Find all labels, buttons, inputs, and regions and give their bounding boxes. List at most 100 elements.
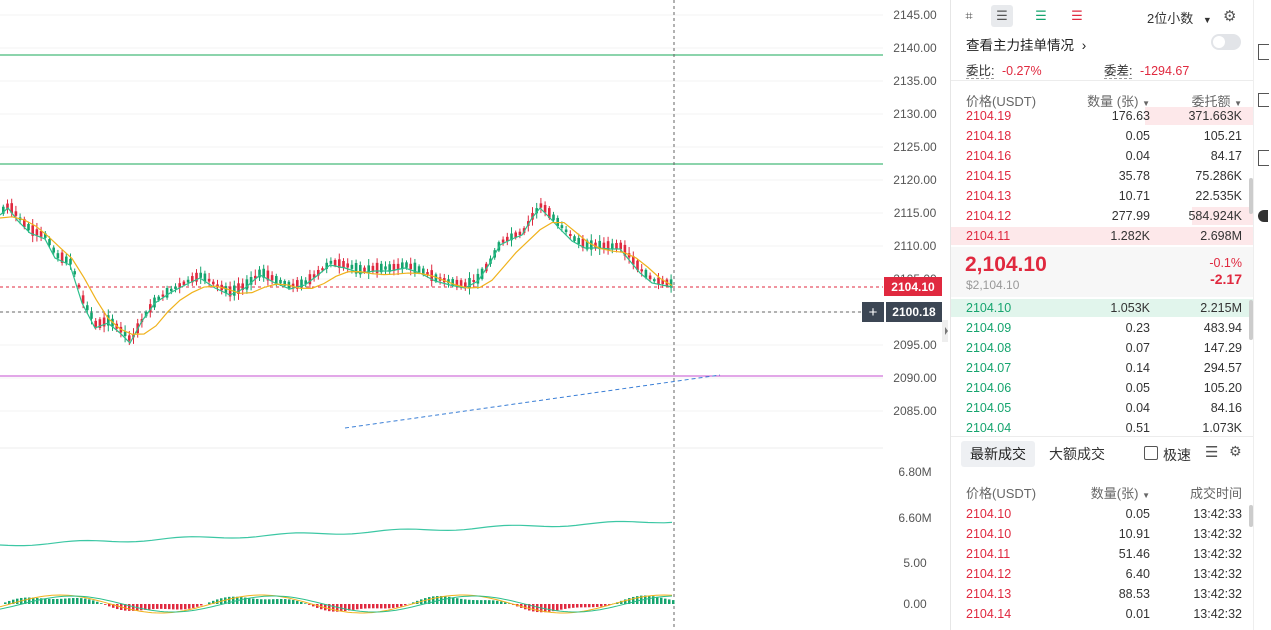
side-icon[interactable] [1258, 44, 1269, 60]
macd-bar [208, 602, 211, 604]
candle [279, 279, 282, 284]
macd-bar [452, 597, 455, 604]
candle [346, 263, 349, 268]
crosshair-add-button[interactable] [862, 302, 884, 322]
kline-chart[interactable]: 2145.00 2140.00 2135.00 2130.00 2125.00 2120.… [0, 0, 948, 630]
macd-bar [256, 598, 259, 604]
candle [590, 240, 593, 250]
asks-scrollbar[interactable] [1249, 178, 1253, 214]
macd-bar [324, 604, 327, 611]
tab-large-trades[interactable]: 大额成交 [1049, 446, 1105, 462]
ask-row[interactable]: 2104.13 10.71 22.535K [951, 186, 1254, 206]
trades-header: 价格(USDT) 数量(张) ▼ 成交时间 [951, 480, 1254, 501]
candle [447, 279, 450, 284]
macd-bar [600, 604, 603, 607]
macd-bar [384, 604, 387, 609]
chevron-down-icon: ▼ [1202, 15, 1212, 25]
bid-row[interactable]: 2104.09 0.23 483.94 [951, 318, 1254, 338]
order-total: 1.073K [1202, 421, 1242, 435]
depth-bar [1144, 107, 1254, 125]
side-icon[interactable] [1258, 150, 1269, 166]
macd-histogram [4, 595, 675, 613]
candle [170, 288, 173, 292]
ask-row[interactable]: 2104.11 1.282K 2.698M [951, 226, 1254, 246]
macd-bar [92, 600, 95, 604]
macd-bar [4, 602, 7, 604]
sort-icon: ▼ [1142, 491, 1150, 500]
ratio-label: 委比: [966, 64, 995, 79]
layout-bids-icon[interactable]: ☰ [1035, 8, 1047, 23]
candle [396, 263, 400, 270]
macd-bar [432, 596, 435, 604]
macd-bar [428, 597, 431, 604]
bid-row[interactable]: 2104.07 0.14 294.57 [951, 358, 1254, 378]
order-total: 371.663K [1188, 109, 1242, 123]
bid-row[interactable]: 2104.05 0.04 84.16 [951, 398, 1254, 418]
ask-row[interactable]: 2104.12 277.99 584.924K [951, 206, 1254, 226]
trade-time: 13:42:33 [1193, 507, 1242, 521]
macd-bar [288, 599, 291, 604]
header-total[interactable]: 委托额 ▼ [1191, 94, 1242, 109]
macd-bar [192, 604, 195, 608]
order-price: 2104.15 [966, 169, 1012, 183]
layout-both-icon[interactable]: ⌗ [965, 8, 973, 23]
candle [14, 211, 18, 216]
bid-row[interactable]: 2104.08 0.07 147.29 [951, 338, 1254, 358]
ask-row[interactable]: 2104.19 176.63 371.663K [951, 106, 1254, 126]
macd-bar [40, 598, 43, 604]
side-icon[interactable] [1258, 210, 1268, 222]
gear-icon[interactable]: ⚙ [1223, 8, 1237, 25]
main-orders-link[interactable]: 查看主力挂单情况 › [966, 38, 1087, 53]
fast-checkbox[interactable] [1144, 446, 1158, 460]
trades-header-qty[interactable]: 数量(张) ▼ [1090, 486, 1150, 501]
bid-row[interactable]: 2104.06 0.05 105.20 [951, 378, 1254, 398]
side-icon[interactable] [1258, 93, 1269, 107]
macd-bar [24, 597, 27, 604]
ask-row[interactable]: 2104.15 35.78 75.286K [951, 166, 1254, 186]
ask-row[interactable]: 2104.18 0.05 105.21 [951, 126, 1254, 146]
order-price: 2104.04 [966, 421, 1012, 435]
sort-icon: ▼ [1142, 99, 1150, 108]
orderbook-scrollbar[interactable] [1249, 300, 1253, 340]
candle [195, 272, 198, 282]
header-qty[interactable]: 数量 (张) ▼ [1087, 94, 1150, 109]
candle [459, 280, 463, 288]
candle [354, 263, 358, 274]
collapse-arrow-icon[interactable] [942, 320, 948, 342]
macd-bar [60, 598, 63, 604]
bid-row[interactable]: 2104.10 1.053K 2.215M [951, 298, 1254, 318]
candle [31, 225, 34, 236]
candle [203, 273, 207, 282]
main-orders-toggle[interactable] [1211, 34, 1241, 50]
price-axis-label: 2095.00 [893, 338, 937, 352]
trade-row: 2104.12 6.40 13:42:32 [951, 564, 1254, 584]
layout-split-icon[interactable]: ☰ [991, 5, 1013, 27]
candle [107, 315, 110, 326]
change-value: -2.17 [1210, 271, 1242, 287]
candle [636, 260, 639, 271]
macd-bar [304, 603, 307, 604]
candle [669, 279, 673, 288]
candle [27, 224, 30, 231]
candle [182, 281, 186, 286]
trade-qty: 6.40 [1125, 567, 1150, 581]
order-qty: 0.23 [1125, 321, 1150, 335]
trade-price: 2104.10 [966, 527, 1012, 541]
candle [548, 208, 551, 218]
layout-asks-icon[interactable]: ☰ [1071, 8, 1083, 23]
trades-scrollbar[interactable] [1249, 505, 1253, 527]
filter-icon[interactable]: ☰ [1205, 444, 1219, 461]
tab-latest-trades[interactable]: 最新成交 [961, 441, 1035, 467]
bid-row[interactable]: 2104.04 0.51 1.073K [951, 418, 1254, 438]
precision-select[interactable]: 2位小数 ▼ [1147, 8, 1212, 27]
macd-bar [464, 599, 467, 604]
trade-price: 2104.13 [966, 587, 1012, 601]
macd-bar [8, 600, 11, 604]
candle [161, 294, 165, 297]
ask-row[interactable]: 2104.16 0.04 84.17 [951, 146, 1254, 166]
order-price: 2104.07 [966, 361, 1012, 375]
candle [60, 252, 64, 263]
orderbook-panel: ⌗ ☰ ☰ ☰ 2位小数 ▼ ⚙ 查看主力挂单情况 › 委比: -0.27% 委… [950, 0, 1254, 630]
trade-row: 2104.14 0.01 13:42:32 [951, 604, 1254, 624]
gear-icon[interactable]: ⚙ [1229, 443, 1242, 459]
